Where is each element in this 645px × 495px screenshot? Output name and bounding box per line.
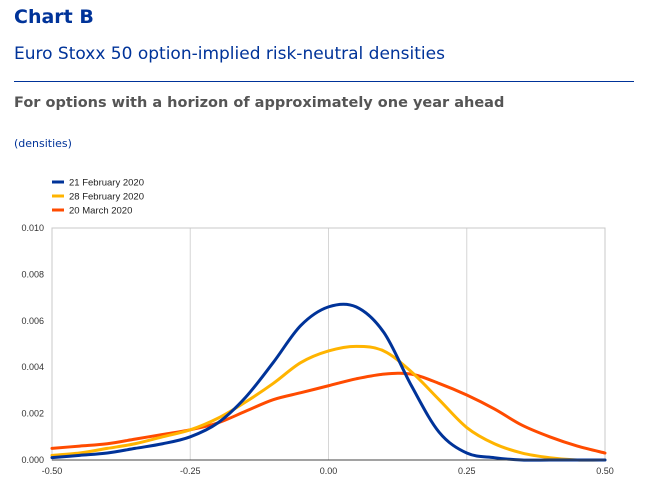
y-tick-label: 0.010 (21, 223, 44, 233)
y-tick-label: 0.006 (21, 316, 44, 326)
x-tick-label: 0.00 (320, 466, 338, 476)
x-tick-label: -0.50 (42, 466, 63, 476)
series-line-2 (50, 344, 607, 462)
legend-label-3: 20 March 2020 (69, 206, 132, 217)
title-divider (14, 81, 634, 82)
y-tick-label: 0.002 (21, 409, 44, 419)
series-line-3 (50, 371, 607, 455)
x-tick-label: 0.25 (458, 466, 476, 476)
unit-label: (densities) (14, 137, 72, 150)
chart-label: Chart B (14, 6, 94, 28)
chart-title: Euro Stoxx 50 option-implied risk-neutra… (14, 44, 445, 64)
axis-layer: -0.50 -0.25 0.00 0.25 0.50 0.000 0.002 0.004 0.0… (21, 223, 613, 476)
y-tick-label: 0.000 (21, 455, 44, 465)
legend-label-1: 21 February 2020 (69, 178, 144, 189)
legend: 21 February 2020 28 February 2020 20 March… (52, 178, 144, 217)
y-tick-label: 0.004 (21, 362, 44, 372)
x-tick-label: -0.25 (180, 466, 201, 476)
y-tick-label: 0.008 (21, 269, 44, 279)
legend-label-2: 28 February 2020 (69, 192, 144, 203)
x-tick-label: 0.50 (596, 466, 614, 476)
chart-subtitle: For options with a horizon of approximat… (14, 95, 505, 111)
